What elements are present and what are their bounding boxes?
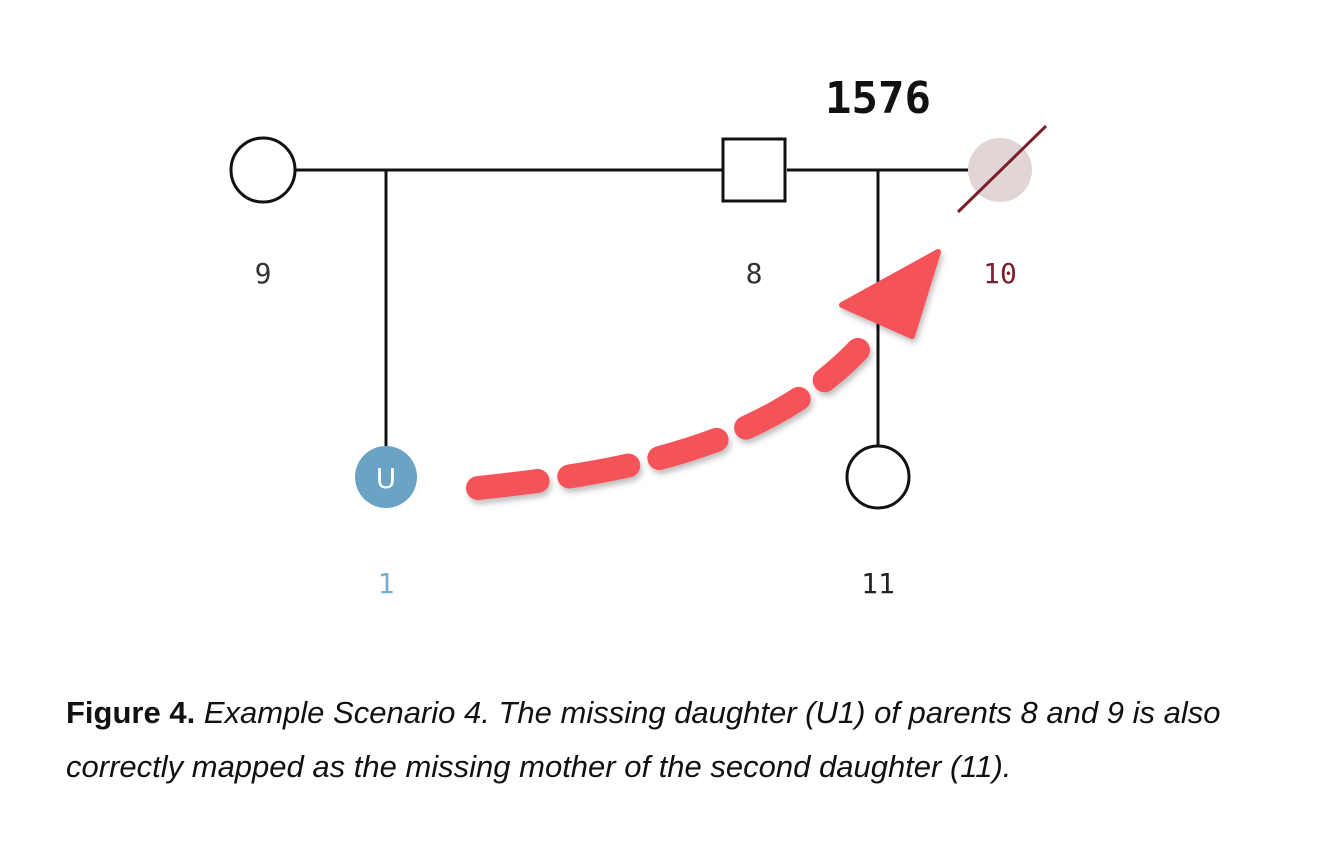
pedigree-diagram: 1576 9 8 10 U 1 11 [229, 73, 1048, 600]
individual-10-label: 10 [983, 257, 1017, 290]
figure-caption: Figure 4. Example Scenario 4. The missin… [66, 686, 1286, 794]
deceased-slash [956, 124, 1048, 214]
mapping-arrow-shaft [466, 338, 870, 500]
unknown-badge: U [376, 462, 397, 495]
caption-label: Figure 4. [66, 695, 196, 730]
individual-11-symbol[interactable] [845, 444, 911, 510]
caption-text: Example Scenario 4. The missing daughter… [66, 695, 1221, 784]
mapping-arrow [466, 249, 941, 500]
individual-1-label: 1 [378, 567, 395, 600]
family-id: 1576 [825, 73, 931, 124]
individual-10-symbol[interactable] [956, 124, 1048, 214]
individual-9-symbol[interactable] [229, 136, 297, 204]
individual-9-label: 9 [255, 257, 272, 290]
individual-8-symbol[interactable] [721, 137, 787, 203]
mapping-arrow-head [839, 249, 941, 339]
individual-1-symbol[interactable]: U [355, 446, 417, 508]
individual-11-label: 11 [861, 567, 895, 600]
individual-8-label: 8 [746, 257, 763, 290]
